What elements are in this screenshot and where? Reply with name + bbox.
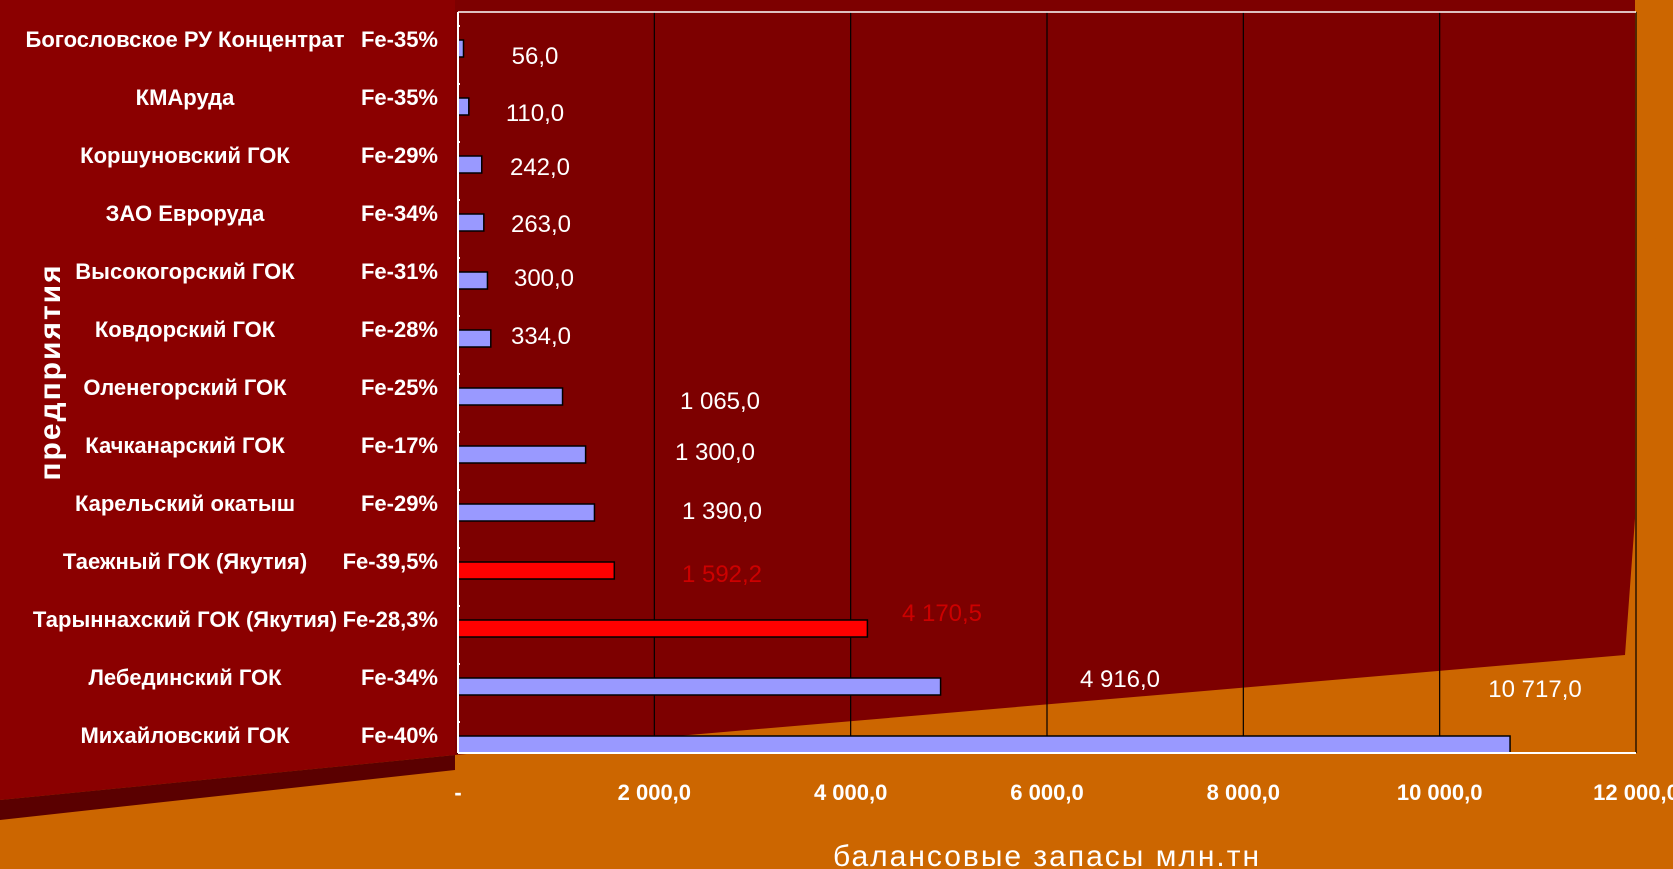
orange-wedge (455, 0, 1673, 869)
value-label: 10 717,0 (1488, 676, 1581, 703)
x-tick-label: 4 000,0 (814, 780, 887, 805)
value-label: 110,0 (506, 100, 564, 127)
fe-label: Fe-34% (361, 201, 438, 226)
category-label: Тарыннахский ГОК (Якутия) (33, 607, 337, 632)
value-label: 334,0 (511, 323, 571, 350)
category-label: Ковдорский ГОК (95, 317, 276, 342)
bar (457, 619, 869, 638)
category-label: Качканарский ГОК (85, 433, 285, 458)
fe-label: Fe-17% (361, 433, 438, 458)
bar (457, 213, 485, 232)
value-label: 1 065,0 (680, 388, 760, 415)
x-axis-title: балансовые запасы млн.тн (833, 840, 1261, 869)
fe-label: Fe-29% (361, 143, 438, 168)
x-tick-label: 2 000,0 (618, 780, 691, 805)
category-label: КМАруда (136, 85, 235, 110)
x-tick-label: 12 000,0 (1593, 780, 1673, 805)
value-label: 56,0 (512, 43, 559, 70)
value-label: 1 390,0 (682, 498, 762, 525)
axes (457, 11, 1636, 754)
bar (457, 387, 564, 406)
bar (457, 503, 596, 522)
value-label: 4 170,5 (902, 600, 982, 627)
plot-background (455, 0, 1635, 755)
labels: - 2 000,0 4 000,0 6 000,0 8 000,0 10 000,0 12 … (26, 27, 1673, 805)
fe-label: Fe-40% (361, 723, 438, 748)
y-axis-title: предприятия (34, 263, 67, 480)
category-label: Михайловский ГОК (80, 723, 290, 748)
category-label: Богословское РУ Концентрат (26, 27, 345, 52)
value-label: 263,0 (511, 211, 571, 238)
category-label: Таежный ГОК (Якутия) (63, 549, 307, 574)
bar (457, 735, 1511, 754)
fe-label: Fe-28% (361, 317, 438, 342)
category-label: ЗАО Евроруда (106, 201, 265, 226)
fe-label: Fe-39,5% (343, 549, 438, 574)
bar (457, 561, 616, 580)
x-tick-label: - (454, 780, 461, 805)
gridlines (653, 12, 1637, 753)
bar (457, 445, 587, 464)
bar (457, 155, 483, 174)
fe-label: Fe-35% (361, 85, 438, 110)
value-label: 300,0 (514, 265, 574, 292)
fe-label: Fe-34% (361, 665, 438, 690)
x-tick-label: 8 000,0 (1207, 780, 1280, 805)
category-label: Лебединский ГОК (88, 665, 282, 690)
value-label: 242,0 (510, 154, 570, 181)
left-panel (0, 0, 455, 800)
bars (457, 39, 1511, 754)
category-label: Оленегорский ГОК (83, 375, 287, 400)
x-tick-label: 10 000,0 (1397, 780, 1483, 805)
fe-label: Fe-29% (361, 491, 438, 516)
bar (457, 271, 489, 290)
category-label: Коршуновский ГОК (80, 143, 290, 168)
category-label: Карельский окатыш (75, 491, 295, 516)
fe-label: Fe-35% (361, 27, 438, 52)
bar (457, 329, 492, 348)
fe-label: Fe-28,3% (343, 607, 438, 632)
fe-label: Fe-25% (361, 375, 438, 400)
x-tick-label: 6 000,0 (1010, 780, 1083, 805)
left-panel-shadow (0, 755, 455, 820)
fe-label: Fe-31% (361, 259, 438, 284)
category-label: Высокогорский ГОК (75, 259, 295, 284)
bar (457, 97, 470, 116)
value-label: 1 300,0 (675, 439, 755, 466)
value-label: 1 592,2 (682, 561, 762, 588)
bar (457, 677, 942, 696)
value-label: 4 916,0 (1080, 666, 1160, 693)
